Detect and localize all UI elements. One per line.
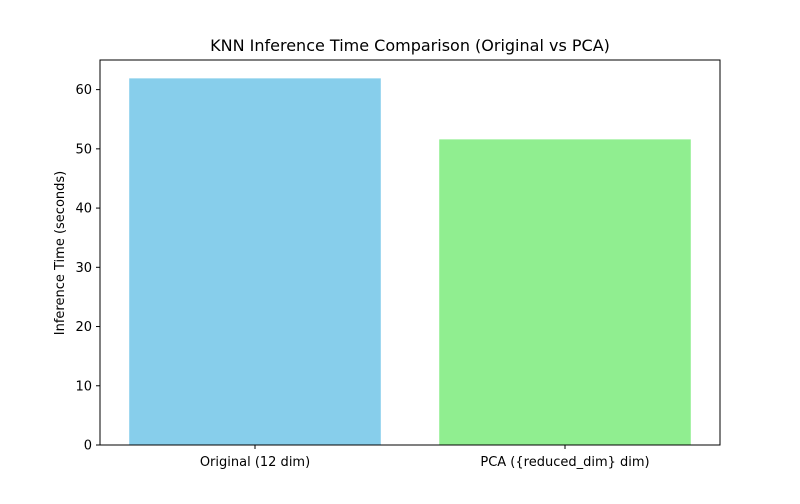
y-tick-label: 20: [75, 320, 92, 335]
x-tick-label: PCA ({reduced_dim} dim): [480, 455, 649, 470]
bar-1: [439, 139, 691, 445]
y-tick-label: 40: [75, 202, 92, 217]
y-tick-label: 50: [75, 142, 92, 157]
plot-frame: [99, 59, 721, 446]
x-tick-label: Original (12 dim): [200, 455, 310, 470]
y-axis-label: Inference Time (seconds): [53, 171, 68, 335]
y-tick-label: 10: [75, 379, 92, 394]
y-tick-label: 60: [75, 83, 92, 98]
chart-title: KNN Inference Time Comparison (Original …: [210, 36, 610, 55]
bar-0: [129, 78, 381, 445]
plot-area: 0 10 20 30 40 50 60 Original (12 dim) PCA ({redu…: [75, 59, 721, 470]
y-tick-label: 0: [84, 439, 92, 454]
y-tick-label: 30: [75, 261, 92, 276]
